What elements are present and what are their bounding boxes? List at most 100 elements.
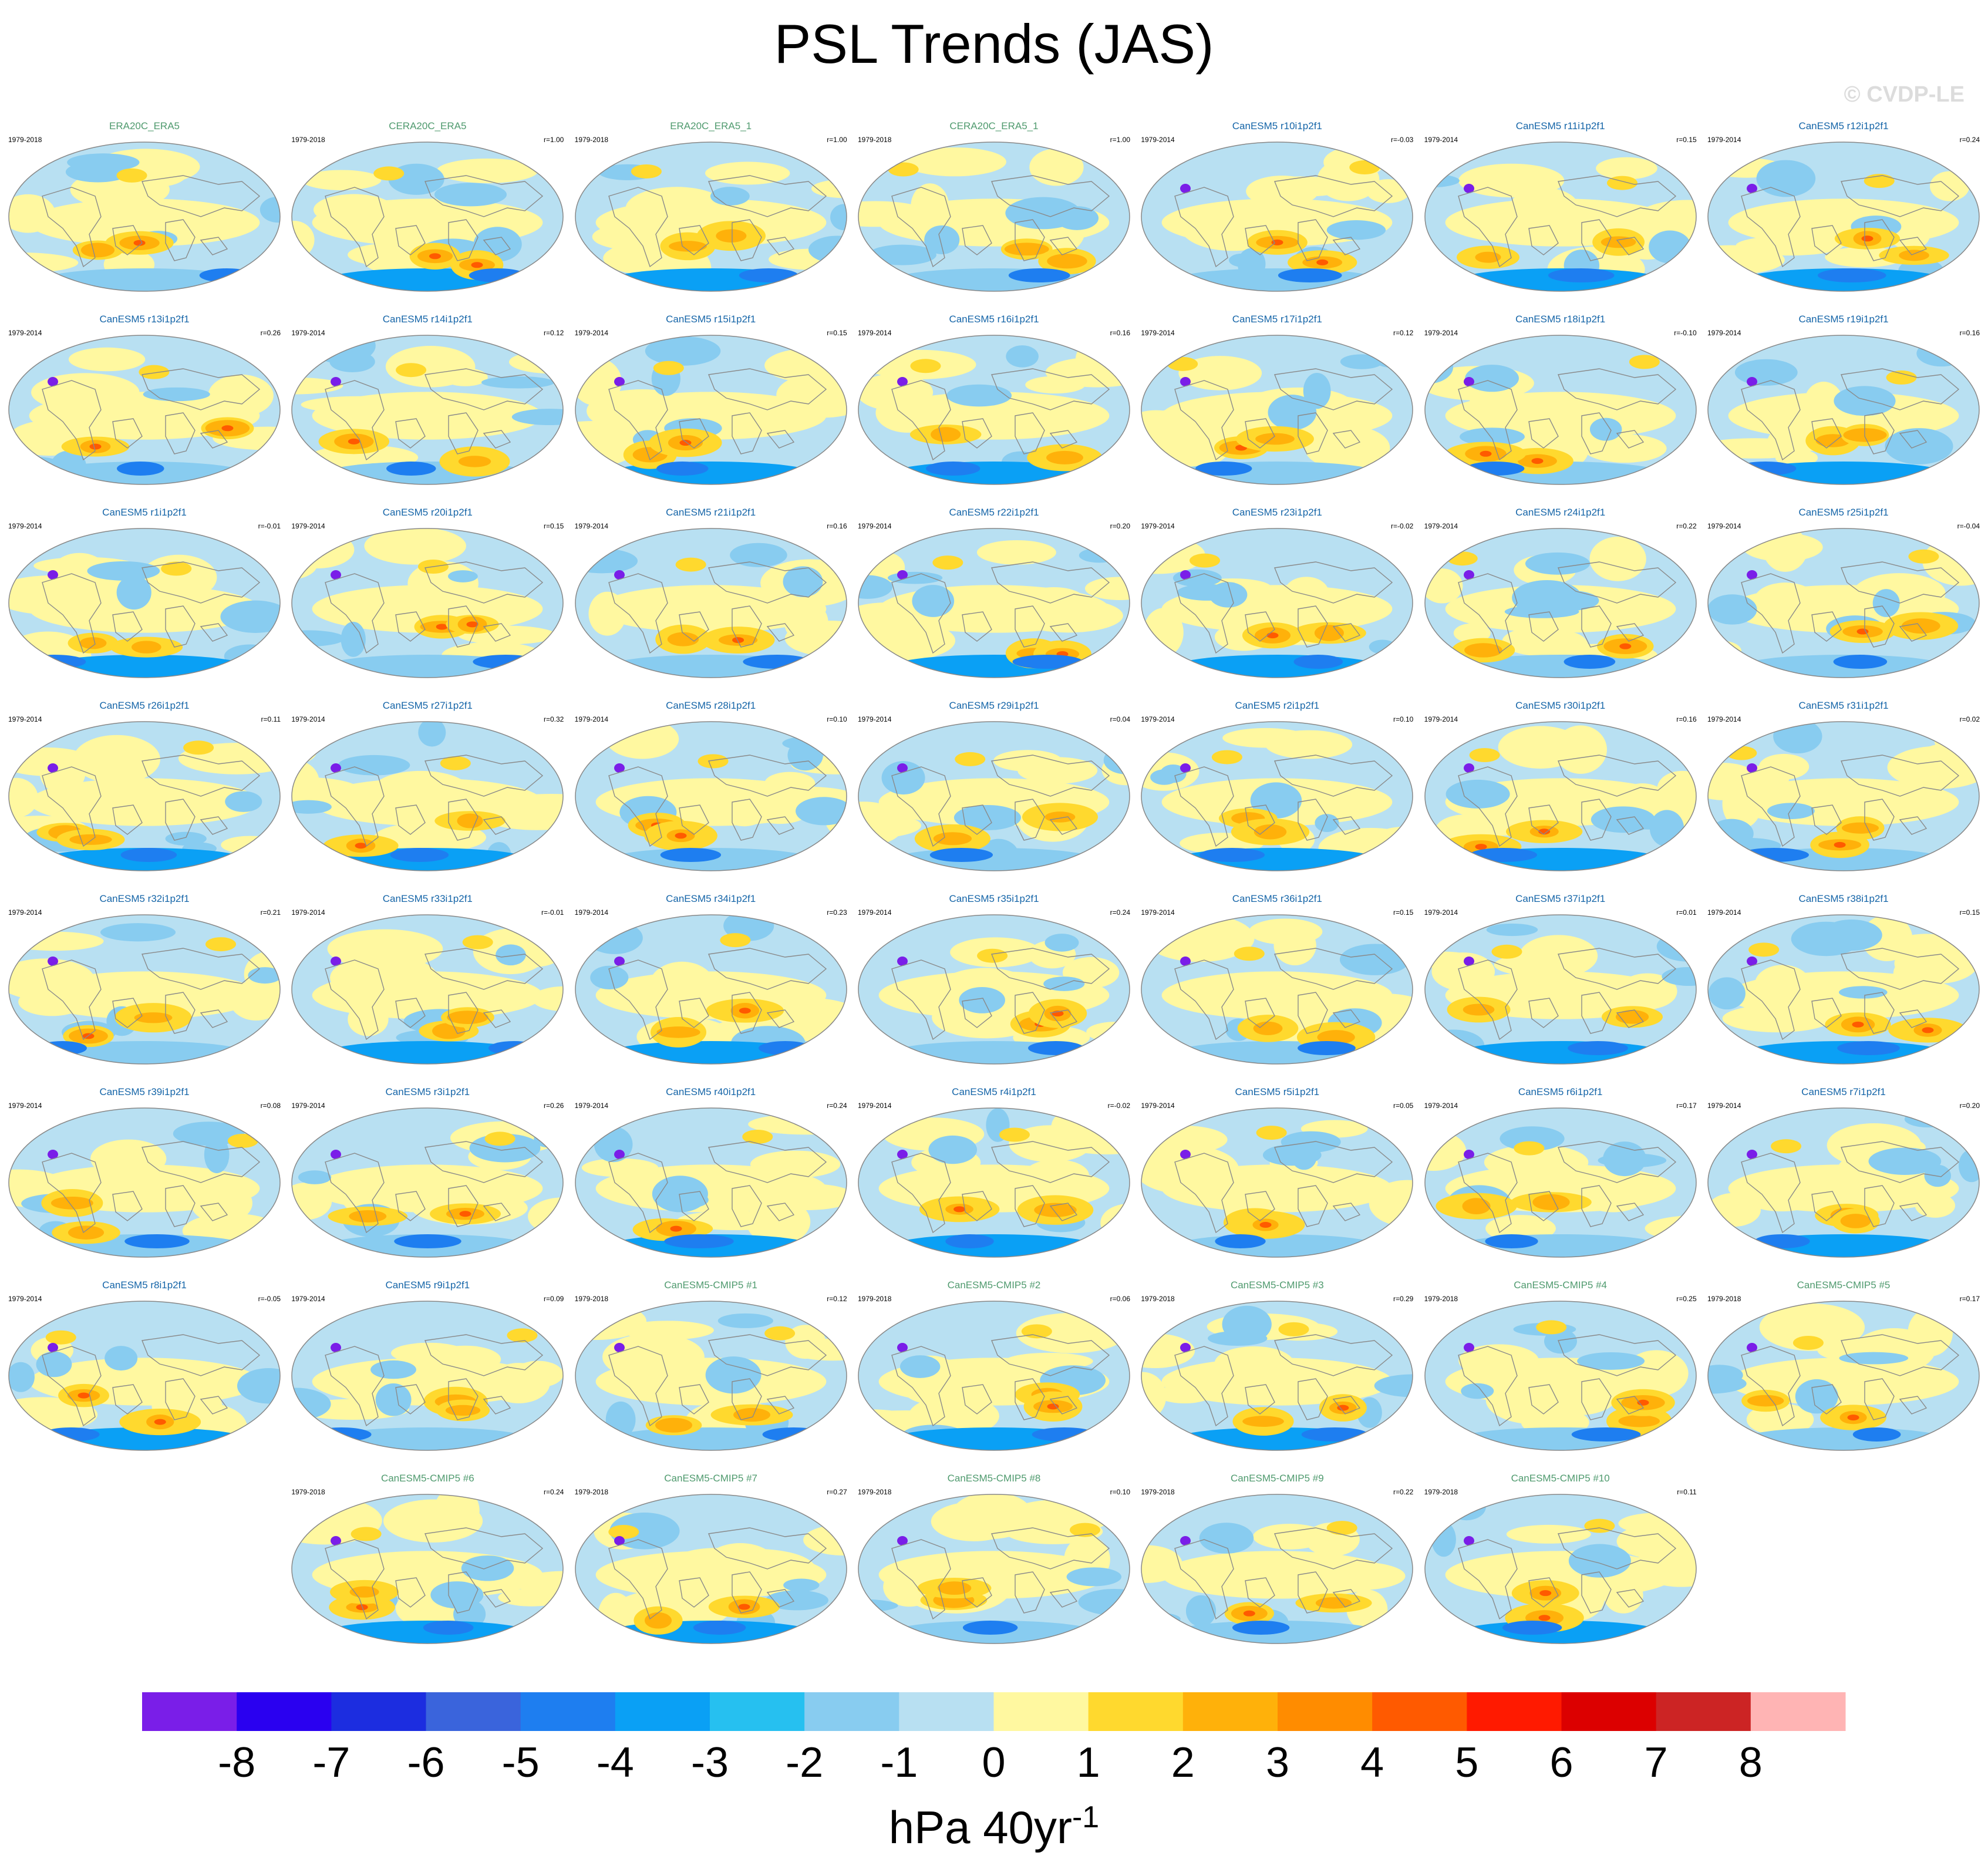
panel-correlation: r=0.24 [543, 1488, 564, 1496]
map-panel: CanESM5-CMIP5 #10 1979-2018 r=0.11 [1423, 1473, 1698, 1646]
panel-period: 1979-2018 [1707, 1295, 1741, 1303]
panel-title: CanESM5-CMIP5 #4 [1514, 1279, 1608, 1291]
panel-map [1707, 914, 1980, 1065]
map-panel: CanESM5-CMIP5 #9 1979-2018 r=0.22 [1140, 1473, 1414, 1646]
colorbar-swatch [804, 1692, 899, 1731]
map-panel: CanESM5 r38i1p2f1 1979-2014 r=0.15 [1706, 893, 1981, 1066]
panel-title: CanESM5 r40i1p2f1 [666, 1086, 756, 1097]
panel-period: 1979-2018 [1141, 1295, 1175, 1303]
colorbar-tick-label: -3 [691, 1739, 729, 1779]
panel-title: CanESM5 r26i1p2f1 [99, 700, 190, 711]
panel-period: 1979-2014 [1424, 1102, 1458, 1110]
panel-map [1707, 1107, 1980, 1258]
colorbar-tick-label: 4 [1360, 1739, 1384, 1779]
colorbar-swatch [1278, 1692, 1373, 1731]
panel-title: CanESM5 r25i1p2f1 [1798, 507, 1889, 518]
panel-title: CERA20C_ERA5 [389, 120, 467, 132]
panel-correlation: r=1.00 [827, 136, 847, 144]
panel-period: 1979-2014 [8, 908, 42, 917]
panel-title: CanESM5 r15i1p2f1 [666, 314, 756, 325]
map-panel: CanESM5 r2i1p2f1 1979-2014 r=0.10 [1140, 700, 1414, 873]
colorbar-tick-label: 6 [1549, 1739, 1573, 1779]
map-panel: CanESM5 r10i1p2f1 1979-2014 r=-0.03 [1140, 120, 1414, 294]
map-panel: CanESM5 r30i1p2f1 1979-2014 r=0.16 [1423, 700, 1698, 873]
map-panel: CanESM5 r14i1p2f1 1979-2014 r=0.12 [290, 314, 565, 487]
panel-title: CanESM5 r22i1p2f1 [949, 507, 1039, 518]
panel-correlation: r=0.20 [1110, 522, 1130, 530]
colorbar-tick-label: 3 [1266, 1739, 1289, 1779]
panel-correlation: r=0.17 [1959, 1295, 1980, 1303]
colorbar-tick-label: -4 [597, 1739, 634, 1779]
panel-period: 1979-2014 [8, 1102, 42, 1110]
panel-period: 1979-2014 [8, 329, 42, 337]
panel-correlation: r=0.15 [1393, 908, 1414, 917]
colorbar-units: hPa 40yr-1 [0, 1788, 1988, 1857]
map-panel: CanESM5 r37i1p2f1 1979-2014 r=0.01 [1423, 893, 1698, 1066]
panel-map [1141, 1107, 1414, 1258]
panel-period: 1979-2018 [858, 1295, 892, 1303]
map-panel: CanESM5 r21i1p2f1 1979-2014 r=0.16 [574, 507, 848, 680]
panel-map [1707, 528, 1980, 678]
panel-period: 1979-2014 [1707, 522, 1741, 530]
panel-period: 1979-2018 [291, 136, 325, 144]
map-panel: CanESM5 r29i1p2f1 1979-2014 r=0.04 [857, 700, 1131, 873]
panel-correlation: r=0.23 [827, 908, 847, 917]
panel-title: CanESM5 r2i1p2f1 [1235, 700, 1320, 711]
map-panel: CanESM5-CMIP5 #2 1979-2018 r=0.06 [857, 1279, 1131, 1453]
panel-map [1424, 914, 1697, 1065]
panel-period: 1979-2014 [8, 715, 42, 723]
panel-map [1141, 721, 1414, 871]
panel-period: 1979-2014 [1141, 715, 1175, 723]
colorbar-swatch [1467, 1692, 1562, 1731]
panel-period: 1979-2014 [1141, 1102, 1175, 1110]
panel-map [574, 1494, 847, 1644]
colorbar-tick-label: 1 [1077, 1739, 1100, 1779]
map-panel: CanESM5-CMIP5 #5 1979-2018 r=0.17 [1706, 1279, 1981, 1453]
panel-correlation: r=0.17 [1676, 1102, 1697, 1110]
panel-correlation: r=0.22 [1676, 522, 1697, 530]
map-panel: CanESM5 r12i1p2f1 1979-2014 r=0.24 [1706, 120, 1981, 294]
panel-period: 1979-2014 [574, 329, 609, 337]
panel-correlation: r=-0.01 [541, 908, 564, 917]
panel-correlation: r=0.15 [1676, 136, 1697, 144]
colorbar-tick-label: -8 [218, 1739, 255, 1779]
panel-period: 1979-2018 [1424, 1295, 1458, 1303]
panel-map [574, 335, 847, 485]
panel-period: 1979-2014 [1424, 908, 1458, 917]
panel-title: CanESM5 r16i1p2f1 [949, 314, 1039, 325]
map-panel: CanESM5 r3i1p2f1 1979-2014 r=0.26 [290, 1086, 565, 1259]
panel-correlation: r=0.32 [543, 715, 564, 723]
panel-correlation: r=0.11 [1677, 1488, 1697, 1496]
panel-map [858, 1107, 1130, 1258]
panel-map [1424, 528, 1697, 678]
panel-correlation: r=0.16 [827, 522, 847, 530]
panel-period: 1979-2014 [8, 1295, 42, 1303]
panel-correlation: r=0.27 [827, 1488, 847, 1496]
colorbar-swatch [520, 1692, 616, 1731]
map-panel: CanESM5 r8i1p2f1 1979-2014 r=-0.05 [7, 1279, 282, 1453]
panel-title: CanESM5 r29i1p2f1 [949, 700, 1039, 711]
panel-map [574, 1107, 847, 1258]
panel-map [1424, 1494, 1697, 1644]
panel-period: 1979-2014 [291, 1102, 325, 1110]
panel-title: CanESM5 r23i1p2f1 [1232, 507, 1322, 518]
map-panel: CanESM5-CMIP5 #8 1979-2018 r=0.10 [857, 1473, 1131, 1646]
colorbar-swatch [1372, 1692, 1467, 1731]
panel-period: 1979-2014 [1707, 329, 1741, 337]
panel-period: 1979-2018 [291, 1488, 325, 1496]
panel-map [291, 1494, 564, 1644]
panel-title: CanESM5-CMIP5 #1 [664, 1279, 758, 1291]
map-panel: CanESM5 r17i1p2f1 1979-2014 r=0.12 [1140, 314, 1414, 487]
panel-correlation: r=0.05 [1393, 1102, 1414, 1110]
map-panel: CanESM5 r25i1p2f1 1979-2014 r=-0.04 [1706, 507, 1981, 680]
panel-title: CanESM5 r28i1p2f1 [666, 700, 756, 711]
panel-correlation: r=0.20 [1959, 1102, 1980, 1110]
map-panel: CanESM5 r31i1p2f1 1979-2014 r=0.02 [1706, 700, 1981, 873]
panel-title: CanESM5-CMIP5 #7 [664, 1473, 758, 1484]
panel-period: 1979-2014 [1424, 522, 1458, 530]
panel-correlation: r=0.24 [1959, 136, 1980, 144]
panel-title: CanESM5 r30i1p2f1 [1515, 700, 1606, 711]
panel-correlation: r=0.15 [1959, 908, 1980, 917]
panel-title: CanESM5 r11i1p2f1 [1515, 120, 1605, 132]
panel-title: CanESM5-CMIP5 #6 [380, 1473, 474, 1484]
